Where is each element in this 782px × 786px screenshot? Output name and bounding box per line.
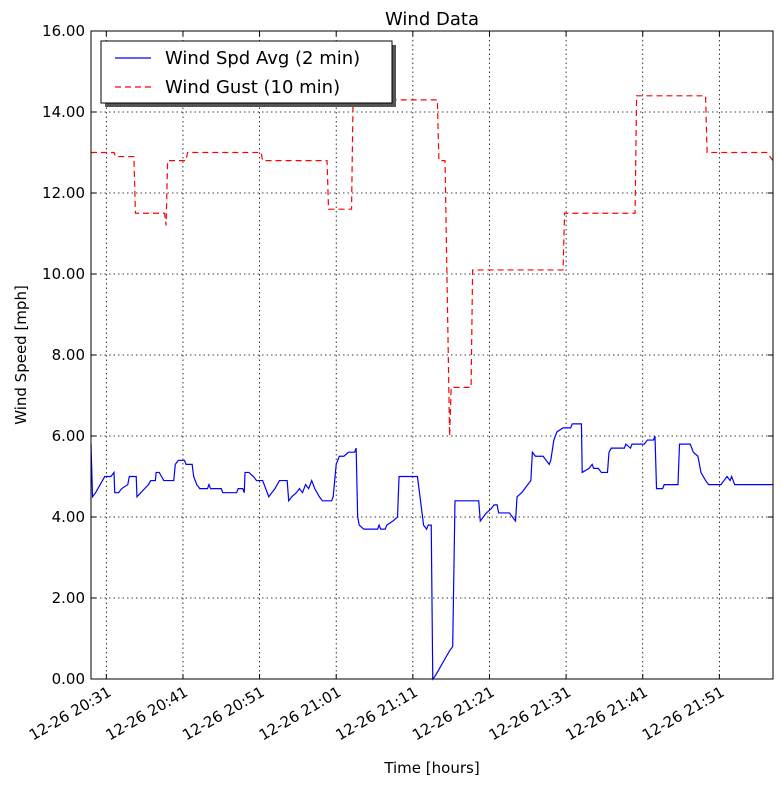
y-tick-label: 12.00 <box>42 184 85 202</box>
legend: Wind Spd Avg (2 min) Wind Gust (10 min) <box>100 40 396 107</box>
y-tick-label: 0.00 <box>52 670 85 688</box>
x-axis-label: Time [hours] <box>383 759 479 777</box>
y-tick-label: 14.00 <box>42 103 85 121</box>
legend-label: Wind Gust (10 min) <box>165 77 340 98</box>
legend-box <box>100 40 393 104</box>
grid-lines <box>91 31 773 679</box>
chart-title: Wind Data <box>385 9 479 30</box>
y-tick-label: 10.00 <box>42 265 85 283</box>
y-tick-label: 6.00 <box>52 427 85 445</box>
y-tick-label: 16.00 <box>42 22 85 40</box>
y-axis-label: Wind Speed [mph] <box>12 285 30 425</box>
series-line-wind-speed-avg <box>90 423 773 681</box>
y-tick-label: 8.00 <box>52 346 85 364</box>
legend-label: Wind Spd Avg (2 min) <box>165 48 360 69</box>
y-tick-label: 4.00 <box>52 508 85 526</box>
y-tick-label: 2.00 <box>52 589 85 607</box>
